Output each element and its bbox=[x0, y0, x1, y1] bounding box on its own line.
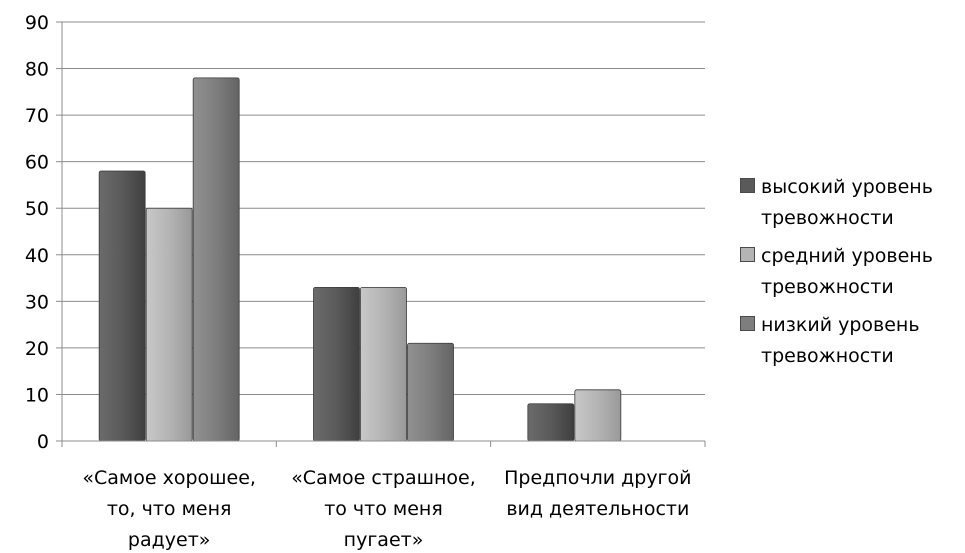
legend: высокий уровень тревожности средний урове… bbox=[740, 172, 962, 379]
y-tick-label: 50 bbox=[25, 198, 49, 220]
y-tick-label: 90 bbox=[25, 12, 49, 34]
x-category-label: вид деятельности bbox=[506, 498, 689, 520]
y-tick-label: 30 bbox=[25, 291, 49, 313]
x-category-label: «Самое хорошее, bbox=[82, 467, 256, 489]
x-category-label: Предпочли другой bbox=[504, 467, 691, 489]
y-tick-label: 10 bbox=[25, 384, 49, 406]
legend-item-medium: средний уровень тревожности bbox=[740, 241, 962, 303]
y-tick-label: 20 bbox=[25, 338, 49, 360]
legend-label-high: высокий уровень тревожности bbox=[761, 172, 933, 234]
x-category-label: то что меня bbox=[324, 498, 443, 520]
y-tick-label: 40 bbox=[25, 245, 49, 267]
bar bbox=[314, 287, 360, 441]
x-category-label: радует» bbox=[128, 529, 210, 551]
legend-item-high: высокий уровень тревожности bbox=[740, 172, 962, 234]
bar bbox=[408, 343, 454, 441]
bar bbox=[528, 404, 574, 441]
y-tick-label: 0 bbox=[37, 431, 49, 453]
bar bbox=[146, 208, 192, 441]
bar bbox=[99, 171, 145, 441]
x-category-label: «Самое страшное, bbox=[291, 467, 476, 489]
legend-label-medium: средний уровень тревожности bbox=[761, 241, 933, 303]
x-category-label: пугает» bbox=[344, 529, 424, 551]
bar bbox=[193, 78, 239, 441]
y-tick-label: 80 bbox=[25, 59, 49, 81]
legend-swatch-high bbox=[740, 178, 755, 193]
legend-swatch-low bbox=[740, 316, 755, 331]
legend-label-low: низкий уровень тревожности bbox=[761, 310, 920, 372]
bar bbox=[575, 390, 621, 441]
bar bbox=[361, 287, 407, 441]
y-tick-label: 60 bbox=[25, 152, 49, 174]
legend-item-low: низкий уровень тревожности bbox=[740, 310, 962, 372]
bars bbox=[99, 78, 621, 441]
y-tick-label: 70 bbox=[25, 105, 49, 127]
x-category-label: то, что меня bbox=[107, 498, 232, 520]
legend-swatch-medium bbox=[740, 247, 755, 262]
